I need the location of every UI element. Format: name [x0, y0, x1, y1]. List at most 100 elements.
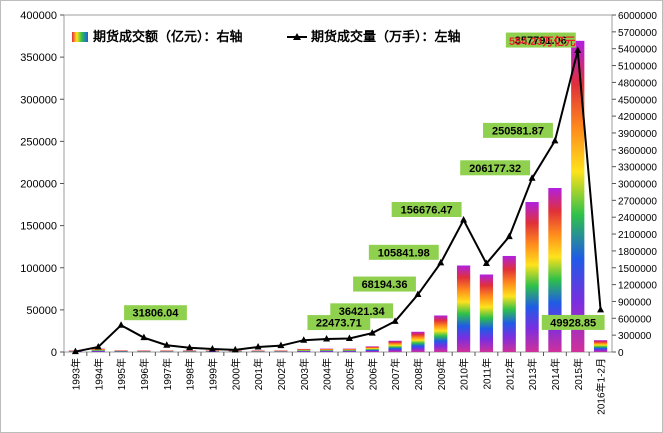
bar: [479, 274, 494, 352]
right-tick-label: 3000000: [618, 180, 657, 191]
right-tick-label: 900000: [618, 297, 652, 308]
left-tick-label: 250000: [20, 136, 57, 148]
data-label-box: [307, 315, 371, 331]
right-tick-label: 3300000: [618, 163, 657, 174]
right-tick-label: 3900000: [618, 129, 657, 140]
line-point: [323, 334, 331, 342]
x-tick-label: 1996年: [138, 358, 151, 390]
bar: [502, 255, 516, 352]
legend-bar-label: 期货成交额（亿元）：右轴: [93, 29, 243, 44]
bar: [593, 340, 608, 352]
data-label: 36421.34: [339, 306, 386, 318]
line-point: [482, 259, 490, 267]
line-point: [277, 341, 285, 349]
x-tick-label: 2015年: [572, 358, 585, 390]
line-point: [117, 321, 125, 328]
data-label: 49928.85: [550, 317, 596, 329]
bar: [137, 350, 151, 352]
bar: [525, 202, 539, 352]
bar: [365, 346, 379, 352]
x-tick-label: 2005年: [343, 358, 356, 390]
x-tick-label: 2001年: [252, 358, 265, 390]
right-tick-label: 0: [618, 348, 624, 359]
data-label-box: [505, 32, 576, 48]
left-tick-label: 400000: [20, 10, 57, 22]
data-label: 22473.71: [316, 318, 362, 330]
left-tick-label: 150000: [20, 221, 57, 233]
data-label: 68194.36: [362, 279, 408, 291]
left-tick-label: 350000: [20, 52, 57, 64]
data-label: 105841.98: [378, 247, 430, 259]
line-point: [140, 333, 148, 341]
data-label-box: [124, 305, 187, 321]
data-label-box: [368, 244, 439, 260]
right-tick-label: 6000000: [618, 11, 657, 22]
line-point: [551, 136, 559, 144]
data-label-box: [391, 202, 462, 218]
x-tick-label: 1999年: [206, 358, 219, 390]
right-tick-label: 4500000: [618, 95, 657, 106]
bar: [182, 350, 197, 352]
x-tick-label: 2006年: [366, 358, 379, 390]
right-tick-label: 1200000: [618, 281, 657, 292]
left-tick-label: 300000: [20, 94, 57, 106]
x-tick-label: 1998年: [184, 358, 197, 390]
bar: [388, 340, 402, 352]
line-point: [71, 347, 79, 355]
right-tick-label: 600000: [618, 314, 652, 325]
bar-series: [68, 40, 608, 352]
x-tick-label: 2010年: [458, 358, 471, 390]
x-tick-label: 2003年: [298, 358, 311, 390]
right-tick-label: 2100000: [618, 230, 657, 241]
left-tick-label: 200000: [20, 179, 57, 191]
x-tick-label: 2002年: [275, 358, 288, 390]
legend-line-label: 期货成交量（万手）：左轴: [311, 29, 461, 44]
data-label: 250581.87: [492, 125, 544, 137]
bar: [319, 348, 334, 352]
x-tick-label: 1993年: [69, 358, 82, 390]
left-tick-label: 100000: [20, 263, 57, 275]
bar: [571, 40, 585, 352]
bar: [114, 350, 128, 352]
bar: [274, 350, 288, 352]
data-label: 357791.06: [515, 35, 567, 47]
line-series: [71, 46, 605, 355]
x-tick-label: 2013年: [526, 358, 539, 390]
line-point: [300, 336, 308, 343]
data-label-box: [353, 276, 416, 292]
x-tick-label: 2016年1-2月: [595, 358, 608, 415]
x-tick-label: 2000年: [229, 358, 242, 390]
volume-line: [75, 50, 602, 353]
bar: [297, 348, 311, 352]
left-tick-label: 0: [51, 347, 57, 359]
bar: [456, 265, 471, 352]
data-label: 206177.32: [469, 163, 521, 175]
right-tick-label: 5100000: [618, 62, 657, 73]
data-label-box: [330, 303, 394, 319]
line-point: [186, 343, 194, 351]
x-tick-label: 2012年: [503, 358, 516, 390]
bar: [91, 348, 105, 352]
bar: [342, 348, 357, 352]
line-point: [505, 232, 513, 240]
line-point: [254, 342, 262, 350]
right-tick-label: 4800000: [618, 78, 657, 89]
bar: [548, 187, 562, 352]
annotation-label: 554.23万亿元: [509, 34, 576, 48]
line-point: [528, 174, 536, 181]
line-point: [368, 329, 376, 336]
legend-bar-swatch: [72, 32, 88, 42]
x-tick-label: 2004年: [321, 358, 334, 390]
x-tick-label: 2007年: [389, 358, 402, 390]
x-tick-label: 2009年: [435, 358, 448, 390]
line-point: [460, 216, 468, 223]
line-point: [231, 345, 239, 353]
right-tick-label: 4200000: [618, 112, 657, 123]
left-tick-label: 50000: [26, 305, 57, 317]
bar: [411, 331, 425, 352]
right-tick-label: 5700000: [618, 28, 657, 39]
data-label-box: [483, 122, 553, 138]
